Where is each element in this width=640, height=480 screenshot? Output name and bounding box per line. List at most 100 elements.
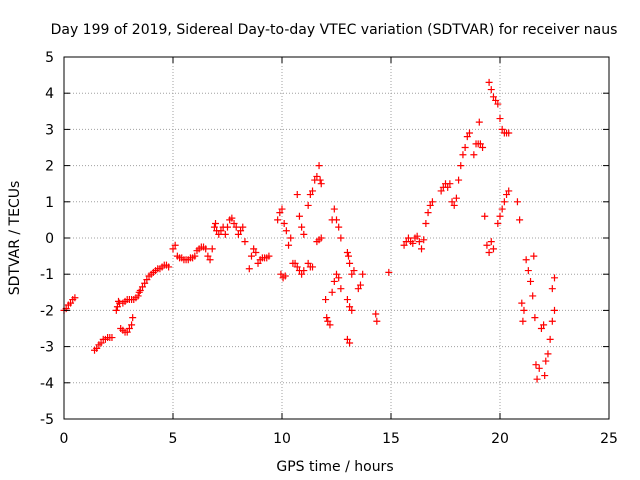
data-point xyxy=(206,256,214,264)
data-point xyxy=(356,281,364,289)
data-point xyxy=(348,306,356,314)
axis-ticks xyxy=(63,56,610,420)
x-tick-label: 5 xyxy=(169,431,178,447)
data-point xyxy=(489,245,497,253)
data-point xyxy=(409,239,417,247)
x-tick-label: 15 xyxy=(382,431,400,447)
data-point xyxy=(328,288,336,296)
data-point xyxy=(500,198,508,206)
data-point xyxy=(346,339,354,347)
data-point xyxy=(309,187,317,195)
y-tick-label: 5 xyxy=(45,50,54,66)
data-point xyxy=(505,129,513,137)
data-point xyxy=(324,317,332,325)
data-point xyxy=(415,238,423,246)
data-point xyxy=(475,118,483,126)
data-point xyxy=(293,191,301,199)
data-point xyxy=(465,129,473,137)
data-point xyxy=(532,361,540,369)
tick-labels: 0 5 10 15 20 25 -5 -4 -3 -2 -1 0 1 2 3 4 5 xyxy=(40,50,618,447)
data-point xyxy=(298,223,306,231)
data-point xyxy=(373,317,381,325)
data-point xyxy=(304,259,312,267)
data-point xyxy=(518,299,526,307)
data-point xyxy=(459,151,467,159)
data-point xyxy=(551,306,558,314)
y-tick-label: 1 xyxy=(45,195,54,211)
data-point xyxy=(476,140,484,148)
data-point xyxy=(254,259,262,267)
data-point xyxy=(93,344,101,352)
data-point xyxy=(221,230,229,238)
data-point xyxy=(330,205,338,213)
data-point xyxy=(113,303,121,311)
data-point xyxy=(359,270,367,278)
data-point xyxy=(306,191,314,199)
y-tick-label: -5 xyxy=(40,412,54,428)
data-point xyxy=(71,294,79,302)
data-point xyxy=(285,241,293,249)
data-point xyxy=(277,270,285,278)
data-point xyxy=(496,115,504,123)
data-point xyxy=(141,279,149,287)
data-point xyxy=(485,78,493,86)
data-point xyxy=(463,133,471,141)
data-point xyxy=(165,263,173,271)
data-point xyxy=(136,286,144,294)
data-point xyxy=(309,263,317,271)
data-point xyxy=(494,220,502,228)
data-point xyxy=(250,245,258,253)
y-tick-label: 4 xyxy=(45,86,54,102)
data-point xyxy=(481,212,489,220)
data-point xyxy=(516,216,524,224)
data-point xyxy=(487,86,495,94)
data-point xyxy=(230,220,238,228)
data-point xyxy=(533,375,541,383)
data-point xyxy=(97,339,105,347)
data-point xyxy=(134,292,142,300)
data-point xyxy=(234,230,242,238)
y-tick-label: 2 xyxy=(45,159,54,175)
data-point xyxy=(202,245,210,253)
data-point xyxy=(322,296,330,304)
data-point xyxy=(505,187,513,195)
data-point xyxy=(498,125,506,133)
y-axis-label: SDTVAR / TECUs xyxy=(7,181,23,296)
data-point xyxy=(232,223,240,231)
data-point xyxy=(278,205,286,213)
data-point xyxy=(108,334,116,342)
data-point xyxy=(546,335,554,343)
data-point xyxy=(404,234,412,242)
x-tick-label: 20 xyxy=(491,431,509,447)
data-point xyxy=(519,317,527,325)
data-point xyxy=(527,277,535,285)
data-point xyxy=(304,201,312,209)
data-point xyxy=(210,223,218,231)
data-point xyxy=(522,256,530,264)
data-point xyxy=(123,328,131,336)
data-point xyxy=(317,234,325,242)
data-point xyxy=(385,268,393,276)
data-point xyxy=(524,267,532,275)
data-point xyxy=(291,259,299,267)
data-point xyxy=(333,216,340,224)
data-point xyxy=(300,267,308,275)
data-point xyxy=(337,234,345,242)
data-point xyxy=(204,252,212,260)
data-point xyxy=(542,357,550,365)
data-point xyxy=(298,270,306,278)
data-point xyxy=(428,198,436,206)
data-point xyxy=(503,191,511,199)
data-point xyxy=(344,252,352,260)
data-point xyxy=(323,314,331,322)
data-point xyxy=(513,198,521,206)
data-point xyxy=(343,248,351,256)
y-tick-label: -1 xyxy=(40,267,54,283)
data-point xyxy=(350,267,358,275)
data-point xyxy=(424,209,432,217)
data-point xyxy=(354,285,362,293)
data-point xyxy=(535,364,543,372)
data-point xyxy=(274,216,282,224)
data-point xyxy=(280,220,288,228)
